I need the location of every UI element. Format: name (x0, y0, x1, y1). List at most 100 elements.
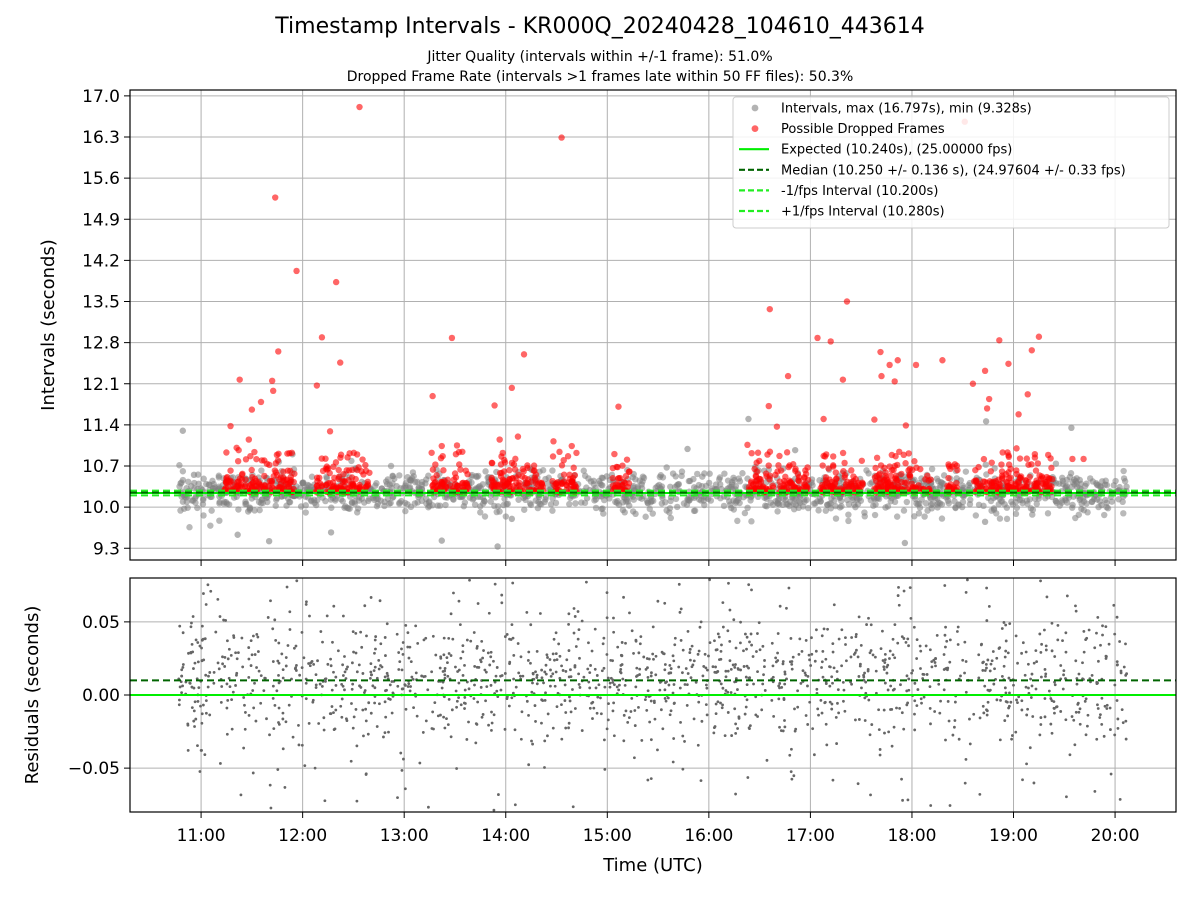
interval-point (958, 503, 966, 511)
residual-point (867, 616, 870, 620)
dropped-point (268, 377, 276, 385)
residual-point (637, 651, 641, 655)
dropped-point (988, 482, 995, 489)
residual-point (198, 644, 202, 648)
interval-point (374, 500, 382, 507)
residual-point (737, 716, 741, 720)
residual-point (558, 654, 562, 658)
residual-point (313, 766, 317, 770)
residual-point (181, 684, 184, 688)
residual-point (181, 631, 185, 635)
dropped-point (840, 467, 847, 475)
residual-point (1038, 632, 1042, 636)
residual-point (305, 600, 308, 604)
interval-point (871, 511, 879, 519)
dropped-point (452, 474, 460, 481)
residual-point (855, 648, 858, 652)
residual-point (915, 704, 919, 708)
dropped-point (615, 403, 622, 410)
residual-point (271, 660, 275, 663)
residual-point (329, 664, 333, 668)
residual-point (527, 650, 531, 654)
residual-point (690, 665, 694, 669)
residual-point (605, 591, 609, 595)
residual-point (763, 659, 766, 662)
residual-point (1070, 715, 1074, 718)
interval-point (962, 468, 970, 475)
interval-point (1048, 493, 1056, 501)
residual-point (606, 676, 610, 680)
residual-point (281, 711, 285, 715)
residual-point (652, 699, 656, 703)
residual-point (678, 686, 682, 690)
residual-point (714, 648, 718, 652)
residual-point (200, 748, 203, 752)
residual-point (190, 642, 194, 646)
residual-point (365, 634, 368, 638)
residual-point (567, 721, 571, 725)
interval-point (685, 477, 693, 485)
residual-point (180, 674, 184, 678)
residual-point (546, 712, 550, 716)
residual-point (364, 719, 368, 723)
residual-point (382, 735, 385, 739)
residual-point (340, 715, 344, 719)
interval-point (619, 506, 627, 514)
residual-point (588, 686, 592, 690)
interval-point (494, 503, 502, 510)
residual-point (284, 656, 288, 659)
dropped-point (804, 464, 811, 471)
residual-point (443, 666, 447, 670)
interval-point (536, 500, 544, 508)
residual-point (968, 717, 971, 721)
residual-point (801, 669, 805, 673)
residual-point (778, 682, 782, 685)
residual-point (251, 689, 255, 692)
interval-point (727, 501, 734, 508)
dropped-point (453, 442, 461, 449)
residual-point (308, 664, 312, 668)
dropped-point (878, 372, 885, 380)
interval-point (323, 475, 331, 482)
residual-point (273, 618, 277, 622)
interval-point (967, 496, 974, 504)
residual-point (373, 665, 377, 669)
residual-point (864, 680, 868, 684)
residual-point (811, 727, 815, 731)
residual-point (1109, 772, 1113, 776)
residual-point (842, 699, 845, 703)
interval-point (373, 495, 380, 502)
interval-point (207, 522, 214, 529)
residual-point (535, 682, 539, 686)
residual-point (351, 682, 355, 686)
residual-point (311, 698, 315, 702)
residual-point (1082, 650, 1086, 654)
interval-point (893, 513, 901, 520)
residual-point (269, 599, 272, 603)
residual-point (701, 674, 705, 678)
residual-point (708, 641, 712, 645)
residual-point (225, 706, 229, 710)
residual-point (798, 637, 802, 641)
residual-point (363, 691, 366, 694)
residual-point (684, 667, 688, 670)
residual-point (198, 770, 202, 773)
residual-point (734, 722, 738, 726)
residual-point (409, 685, 412, 688)
residual-point (1086, 724, 1089, 728)
residual-point (729, 668, 733, 671)
residual-point (879, 647, 883, 651)
residual-point (275, 689, 279, 693)
intervals-ytick-label: 12.8 (82, 334, 120, 354)
residual-point (564, 711, 568, 714)
dropped-point (530, 462, 538, 469)
residual-point (397, 668, 401, 671)
residual-point (633, 709, 637, 712)
residual-point (669, 709, 673, 713)
interval-point (622, 498, 630, 505)
residual-point (227, 647, 231, 651)
interval-point (684, 496, 691, 503)
residual-point (1004, 639, 1008, 643)
dropped-point (457, 466, 464, 473)
residual-point (667, 683, 671, 687)
